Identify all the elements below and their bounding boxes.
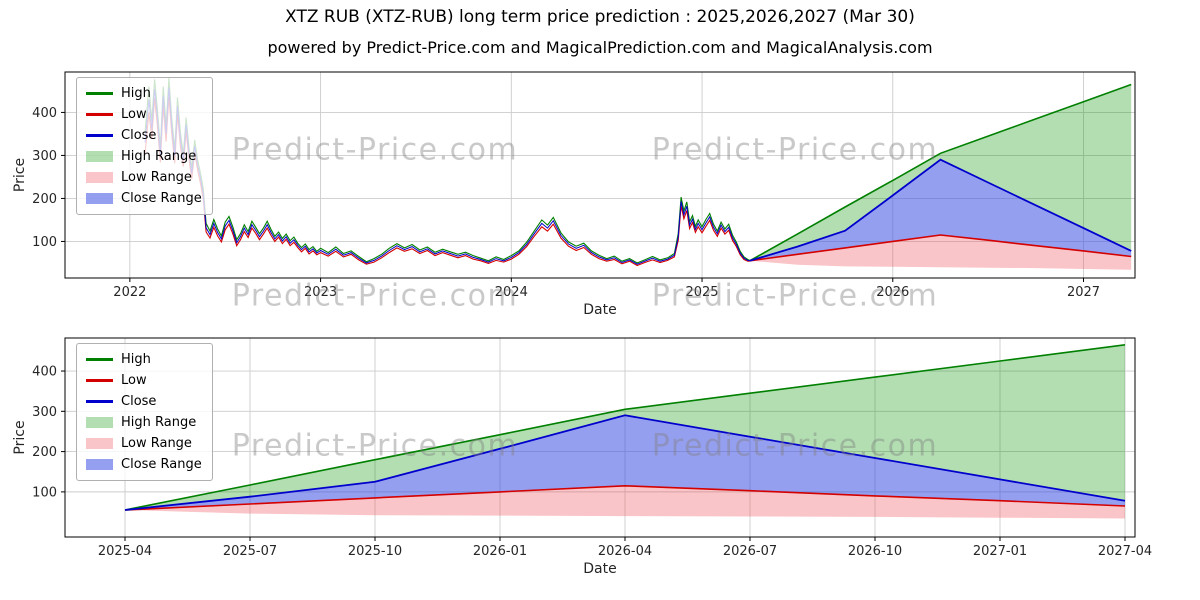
- svg-text:2024: 2024: [495, 285, 528, 300]
- chart-subtitle: powered by Predict-Price.com and Magical…: [267, 38, 933, 57]
- legend-entry-low-range: Low Range: [86, 433, 202, 454]
- close-range-swatch: [86, 459, 113, 470]
- high-range-swatch: [86, 151, 113, 162]
- svg-text:200: 200: [32, 192, 57, 207]
- svg-text:300: 300: [32, 149, 57, 164]
- svg-text:2025: 2025: [685, 285, 718, 300]
- svg-text:200: 200: [32, 445, 57, 460]
- low-range-swatch: [86, 172, 113, 183]
- low-line-swatch: [86, 379, 113, 382]
- legend-label: Low Range: [121, 436, 192, 451]
- high-range-swatch: [86, 417, 113, 428]
- svg-text:100: 100: [32, 485, 57, 500]
- legend-bottom-chart: High Low Close High Range Low Range Clos…: [76, 343, 213, 481]
- legend-top-chart: High Low Close High Range Low Range Clos…: [76, 77, 213, 215]
- svg-text:2025-10: 2025-10: [348, 544, 402, 559]
- svg-text:400: 400: [32, 365, 57, 380]
- legend-entry-close-range: Close Range: [86, 188, 202, 209]
- close-range-swatch: [86, 193, 113, 204]
- svg-text:300: 300: [32, 405, 57, 420]
- svg-text:2023: 2023: [304, 285, 337, 300]
- close-line-swatch: [86, 400, 113, 403]
- legend-label: Low: [121, 107, 147, 122]
- svg-text:Price: Price: [12, 420, 28, 454]
- legend-entry-high-range: High Range: [86, 146, 202, 167]
- high-line-swatch: [86, 358, 113, 361]
- legend-label: High: [121, 352, 151, 367]
- close-line-swatch: [86, 134, 113, 137]
- svg-text:2022: 2022: [113, 285, 146, 300]
- low-line-swatch: [86, 113, 113, 116]
- svg-text:2027-04: 2027-04: [1098, 544, 1152, 559]
- svg-text:2027: 2027: [1067, 285, 1100, 300]
- legend-entry-low: Low: [86, 370, 202, 391]
- legend-entry-high: High: [86, 349, 202, 370]
- legend-label: Low: [121, 373, 147, 388]
- svg-text:2025-07: 2025-07: [223, 544, 277, 559]
- svg-text:2027-01: 2027-01: [973, 544, 1027, 559]
- legend-entry-high-range: High Range: [86, 412, 202, 433]
- legend-entry-close: Close: [86, 125, 202, 146]
- svg-text:2026: 2026: [876, 285, 909, 300]
- legend-label: Close: [121, 394, 157, 409]
- legend-entry-high: High: [86, 83, 202, 104]
- legend-label: High Range: [121, 149, 197, 164]
- legend-label: Low Range: [121, 170, 192, 185]
- svg-text:100: 100: [32, 235, 57, 250]
- legend-entry-low: Low: [86, 104, 202, 125]
- svg-text:2026-04: 2026-04: [598, 544, 652, 559]
- legend-entry-close: Close: [86, 391, 202, 412]
- legend-label: Close Range: [121, 191, 202, 206]
- legend-label: High: [121, 86, 151, 101]
- legend-entry-close-range: Close Range: [86, 454, 202, 475]
- svg-text:2026-07: 2026-07: [723, 544, 777, 559]
- high-line-swatch: [86, 92, 113, 95]
- low-range-swatch: [86, 438, 113, 449]
- legend-entry-low-range: Low Range: [86, 167, 202, 188]
- legend-label: High Range: [121, 415, 197, 430]
- chart-title: XTZ RUB (XTZ-RUB) long term price predic…: [285, 7, 915, 27]
- svg-text:Price: Price: [12, 158, 28, 192]
- svg-text:400: 400: [32, 106, 57, 121]
- legend-label: Close Range: [121, 457, 202, 472]
- svg-text:Date: Date: [583, 561, 616, 577]
- svg-text:Date: Date: [583, 302, 616, 318]
- svg-text:2026-10: 2026-10: [848, 544, 902, 559]
- legend-label: Close: [121, 128, 157, 143]
- svg-text:2026-01: 2026-01: [473, 544, 527, 559]
- svg-text:2025-04: 2025-04: [98, 544, 152, 559]
